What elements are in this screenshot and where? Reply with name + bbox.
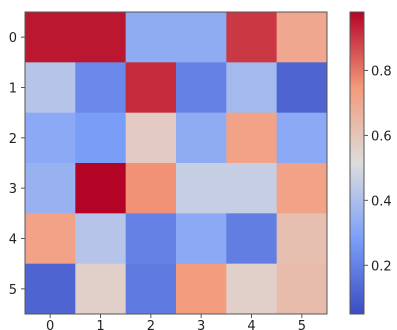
heatmap-cell-r2-c5 (276, 112, 328, 164)
heatmap-cell-r5-c2 (125, 263, 177, 315)
heatmap-cell-r3-c5 (276, 163, 328, 214)
y-tick-label: 1 (9, 82, 17, 97)
x-tick-label: 5 (298, 319, 306, 330)
heatmap-cell-r0-c5 (276, 12, 328, 63)
y-axis-ticks: 0 1 2 3 4 5 (9, 31, 25, 298)
heatmap-cell-r3-c3 (176, 163, 227, 214)
y-tick-label: 0 (9, 31, 17, 46)
heatmap-cell-r3-c1 (75, 163, 127, 214)
heatmap-cell-r0-c3 (176, 12, 227, 63)
heatmap-cell-r0-c0 (25, 12, 76, 63)
colorbar-tick-label: 0.4 (371, 194, 392, 209)
heatmap-cell-r4-c3 (176, 213, 227, 265)
heatmap-cell-r0-c1 (75, 12, 127, 63)
heatmap-cell-r4-c4 (226, 213, 278, 265)
heatmap-cell-r4-c0 (25, 213, 76, 265)
heatmap-cell-r1-c5 (276, 62, 328, 114)
heatmap-cell-r0-c2 (125, 12, 177, 63)
colorbar-tick-label: 0.8 (371, 64, 392, 79)
heatmap-cell-r3-c0 (25, 163, 76, 214)
colorbar-tick-label: 0.6 (371, 129, 392, 144)
heatmap-cell-r1-c2 (125, 62, 177, 114)
heatmap-cell-r2-c2 (125, 112, 177, 164)
heatmap-cell-r0-c4 (226, 12, 278, 63)
heatmap-cell-r2-c4 (226, 112, 278, 164)
colorbar-tick-label: 0.2 (371, 259, 392, 274)
x-tick-label: 2 (147, 319, 155, 330)
heatmap-cell-r5-c3 (176, 263, 227, 315)
heatmap-cell-r2-c1 (75, 112, 127, 164)
x-tick-label: 0 (46, 319, 54, 330)
heatmap-cell-r4-c1 (75, 213, 127, 265)
heatmap-cell-r5-c0 (25, 263, 76, 315)
heatmap-cell-r1-c3 (176, 62, 227, 114)
heatmap-cell-r3-c2 (125, 163, 177, 214)
x-axis-ticks: 0 1 2 3 4 5 (46, 314, 306, 330)
y-tick-label: 3 (9, 182, 17, 197)
heatmap-cell-r3-c4 (226, 163, 278, 214)
plot-frame (24, 11, 328, 315)
x-tick-label: 1 (96, 319, 104, 330)
heatmap-cell-r1-c4 (226, 62, 278, 114)
heatmap-cell-r5-c1 (75, 263, 127, 315)
heatmap-cell-r2-c3 (176, 112, 227, 164)
y-tick-label: 5 (9, 283, 17, 298)
y-tick-label: 4 (9, 233, 17, 248)
heatmap-cell-r5-c5 (276, 263, 328, 315)
colorbar (349, 11, 365, 315)
heatmap-cells (25, 12, 328, 315)
heatmap-cell-r1-c0 (25, 62, 76, 114)
heatmap-cell-r5-c4 (226, 263, 278, 315)
heatmap-cell-r2-c0 (25, 112, 76, 164)
colorbar-ticks: 0.2 0.4 0.6 0.8 (364, 64, 392, 274)
x-tick-label: 3 (197, 319, 205, 330)
y-tick-label: 2 (9, 132, 17, 147)
heatmap-cell-r4-c5 (276, 213, 328, 265)
heatmap-cell-r1-c1 (75, 62, 127, 114)
heatmap-cell-r4-c2 (125, 213, 177, 265)
x-tick-label: 4 (247, 319, 255, 330)
